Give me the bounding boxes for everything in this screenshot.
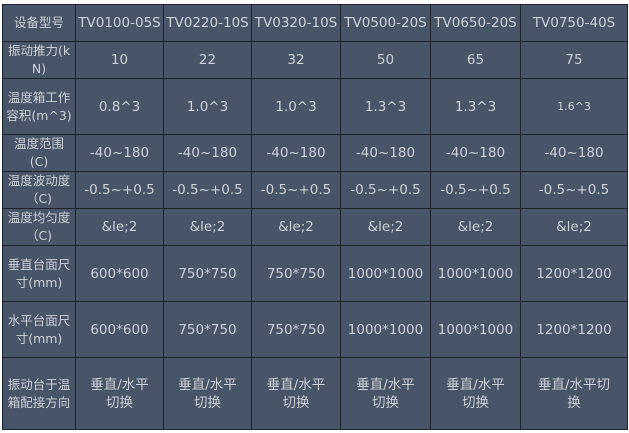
model-header-cell: TV0500-20S [340,4,431,42]
value-cell: -40~180 [430,134,521,172]
model-header-cell: TV0650-20S [430,4,521,42]
value-cell: 50 [340,41,431,79]
value-cell: 1000*1000 [430,245,521,302]
value-cell: 750*750 [163,245,252,302]
row-label-cell: 振动推力(kN) [2,41,76,79]
value-cell: 垂直/水平切换 [340,357,431,430]
value-cell: 1000*1000 [340,245,431,302]
value-cell: -0.5~+0.5 [430,171,521,209]
value-cell: 垂直/水平切换 [520,357,628,430]
row-label-cell: 振动台于温箱配接方向 [2,357,76,430]
value-cell: 750*750 [251,245,341,302]
value-cell: 1.6^3 [520,78,628,135]
value-cell: 22 [163,41,252,79]
table-row: 温度箱工作容积(m^3) 0.8^3 1.0^3 1.0^3 1.3^3 1.3^3 1.6… [2,78,628,135]
table-row: 垂直台面尺寸(mm) 600*600 750*750 750*750 1000*1000… [2,245,628,302]
row-label-cell: 温度范围(C) [2,134,76,172]
value-cell: 1200*1200 [520,301,628,358]
value-cell: -0.5~+0.5 [251,171,341,209]
table-row: 振动推力(kN) 10 22 32 50 65 75 [2,41,628,79]
value-cell: 1.3^3 [340,78,431,135]
model-header-cell: TV0100-05S [75,4,164,42]
value-cell: 1.0^3 [251,78,341,135]
value-cell: 1200*1200 [520,245,628,302]
value-cell: 1.3^3 [430,78,521,135]
value-cell: -40~180 [251,134,341,172]
value-cell: 1000*1000 [340,301,431,358]
value-cell: &le;2 [163,208,252,246]
value-cell: &le;2 [251,208,341,246]
value-cell: -40~180 [75,134,164,172]
row-label-cell: 温度箱工作容积(m^3) [2,78,76,135]
table-row: 温度波动度（C) -0.5~+0.5 -0.5~+0.5 -0.5~+0.5 -0.5~… [2,171,628,209]
value-cell: -40~180 [163,134,252,172]
value-cell: 750*750 [163,301,252,358]
value-cell: 1000*1000 [430,301,521,358]
value-cell: 垂直/水平切换 [251,357,341,430]
value-cell: 垂直/水平切换 [430,357,521,430]
table-row: 温度范围(C) -40~180 -40~180 -40~180 -40~180 -40~1… [2,134,628,172]
value-cell: 10 [75,41,164,79]
model-header-cell: TV0220-10S [163,4,252,42]
value-cell: 600*600 [75,301,164,358]
value-cell: -0.5~+0.5 [163,171,252,209]
value-cell: 75 [520,41,628,79]
value-cell: &le;2 [340,208,431,246]
value-cell: 32 [251,41,341,79]
table-row: 振动台于温箱配接方向 垂直/水平切换 垂直/水平切换 垂直/水平切换 垂直/水平切换 垂直… [2,357,628,430]
value-cell: 600*600 [75,245,164,302]
spec-table: 设备型号 TV0100-05S TV0220-10S TV0320-10S TV0500… [2,4,628,430]
value-cell: 750*750 [251,301,341,358]
value-cell: -40~180 [520,134,628,172]
value-cell: 65 [430,41,521,79]
row-label-cell: 温度均匀度（C) [2,208,76,246]
model-header-cell: TV0750-40S [520,4,628,42]
value-cell: 垂直/水平切换 [75,357,164,430]
value-cell: -40~180 [340,134,431,172]
header-row: 设备型号 TV0100-05S TV0220-10S TV0320-10S TV0500… [2,4,628,42]
value-cell: -0.5~+0.5 [340,171,431,209]
table-row: 水平台面尺寸(mm) 600*600 750*750 750*750 1000*1000… [2,301,628,358]
row-label-cell: 垂直台面尺寸(mm) [2,245,76,302]
value-cell: -0.5~+0.5 [75,171,164,209]
value-cell: 1.0^3 [163,78,252,135]
value-cell: 垂直/水平切换 [163,357,252,430]
table-row: 温度均匀度（C) &le;2 &le;2 &le;2 &le;2 &le;2 &le;2 [2,208,628,246]
header-label-cell: 设备型号 [2,4,76,42]
value-cell: -0.5~+0.5 [520,171,628,209]
value-cell: &le;2 [520,208,628,246]
value-cell: &le;2 [430,208,521,246]
model-header-cell: TV0320-10S [251,4,341,42]
value-cell: &le;2 [75,208,164,246]
row-label-cell: 温度波动度（C) [2,171,76,209]
value-cell: 0.8^3 [75,78,164,135]
row-label-cell: 水平台面尺寸(mm) [2,301,76,358]
